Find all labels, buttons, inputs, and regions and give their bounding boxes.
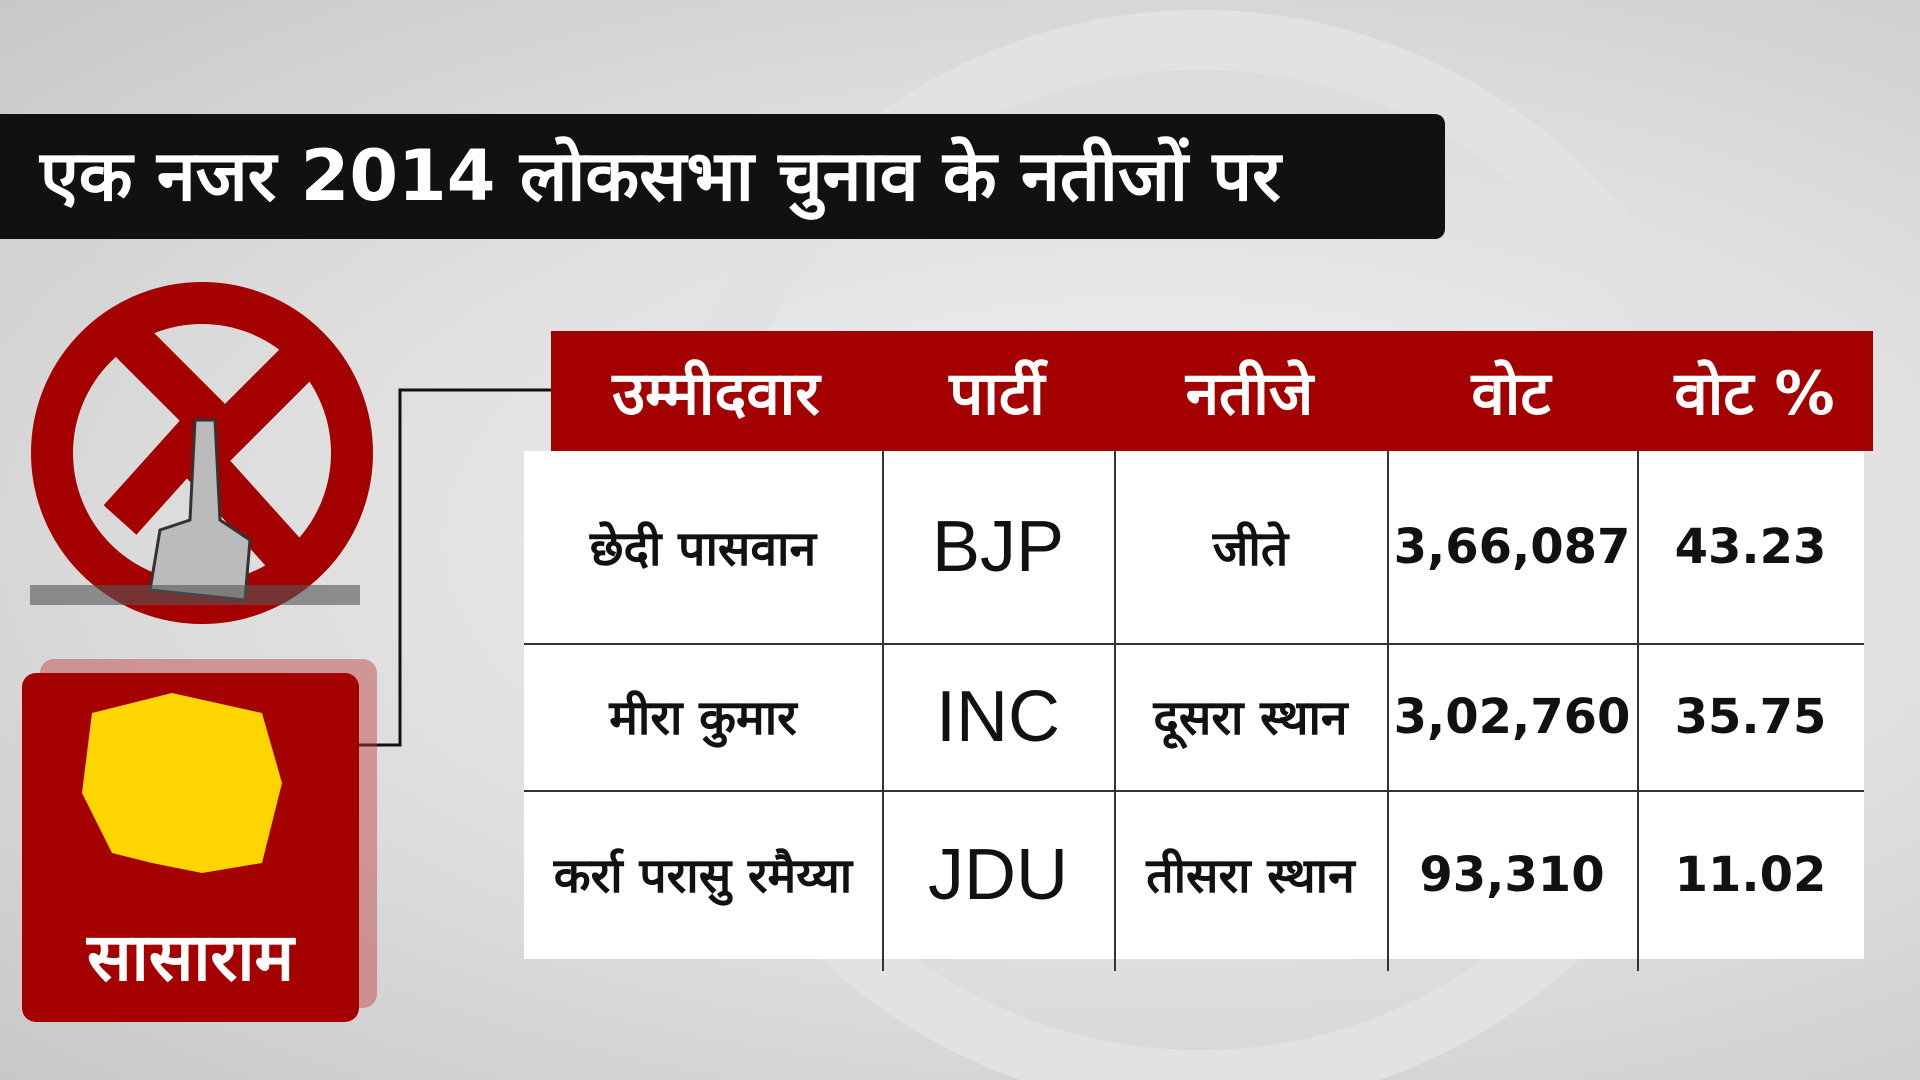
- vote-percent: 11.02: [1674, 846, 1827, 903]
- party: BJP: [931, 507, 1065, 587]
- column-divider: [1637, 451, 1639, 971]
- candidate: मीरा कुमार: [609, 690, 797, 746]
- votes: 93,310: [1419, 846, 1605, 903]
- votes: 3,66,087: [1393, 519, 1631, 575]
- constituency-name: सासाराम: [87, 919, 294, 996]
- row-divider: [524, 790, 1864, 792]
- header-cell: नतीजे: [1185, 359, 1314, 429]
- header-cell: वोट: [1471, 359, 1551, 429]
- votes: 3,02,760: [1393, 688, 1631, 745]
- logo-crowd: [30, 585, 360, 605]
- candidate: छेदी पासवान: [589, 520, 817, 577]
- column-divider: [882, 451, 884, 971]
- header-cell: पार्टी: [949, 359, 1045, 429]
- column-divider: [1114, 451, 1116, 971]
- map-shape: [82, 693, 282, 873]
- vote-percent: 35.75: [1674, 688, 1827, 745]
- candidate: कर्रा परासु रमैय्या: [553, 848, 853, 904]
- row-divider: [524, 643, 1864, 645]
- connector: [359, 388, 551, 747]
- map: [82, 693, 282, 873]
- vote-percent: 43.23: [1674, 519, 1827, 575]
- result: तीसरा स्थान: [1146, 848, 1355, 904]
- title: एक नजर 2014 लोकसभा चुनाव के नतीजों पर: [0, 114, 1445, 239]
- logo-hand: [148, 418, 252, 602]
- party: JDU: [928, 834, 1068, 915]
- party: INC: [936, 676, 1060, 757]
- column-divider: [1387, 451, 1389, 971]
- constituency-box: [22, 673, 359, 1022]
- result: दूसरा स्थान: [1153, 690, 1348, 746]
- result: जीते: [1212, 520, 1289, 577]
- header-cell: वोट %: [1674, 359, 1835, 429]
- table-header: उम्मीदवार पार्टी नतीजे वोट वोट %: [551, 331, 1873, 451]
- table-body: [524, 451, 1864, 959]
- header-cell: उम्मीदवार: [612, 359, 820, 429]
